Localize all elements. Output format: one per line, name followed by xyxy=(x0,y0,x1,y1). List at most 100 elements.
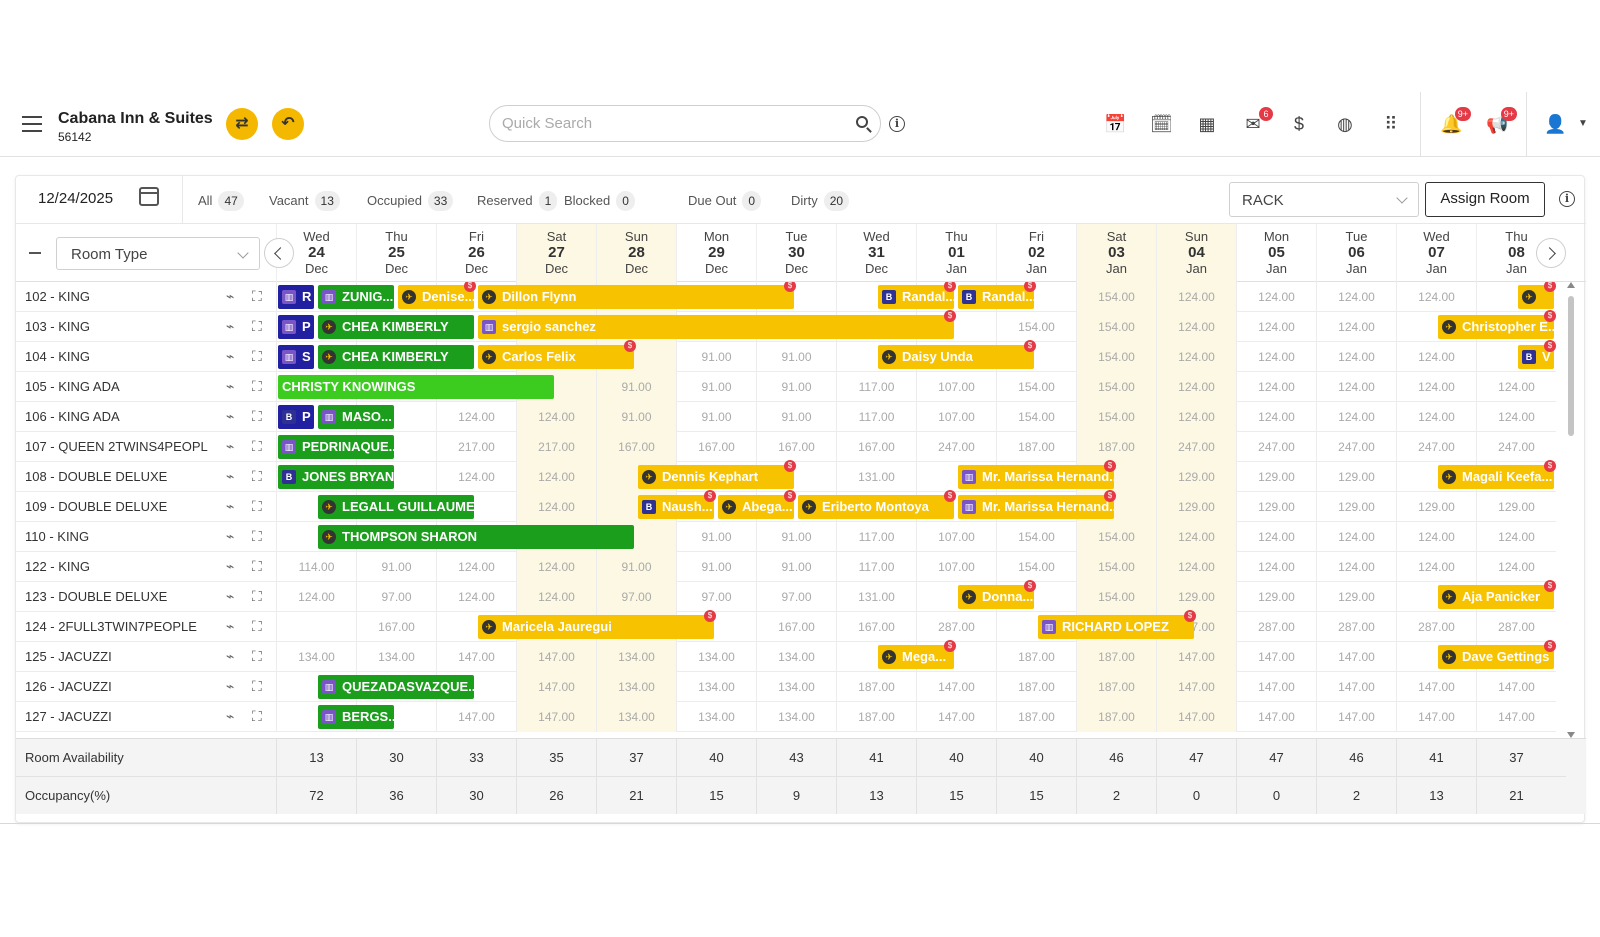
rate-cell[interactable]: 147.00 xyxy=(1316,642,1396,672)
rate-cell[interactable]: 124.00 xyxy=(1476,402,1556,432)
rate-cell[interactable]: 217.00 xyxy=(516,432,596,462)
filter-vacant[interactable]: Vacant 13 xyxy=(269,191,340,211)
calendar-check-icon[interactable]: 🗓 xyxy=(1150,114,1173,134)
rate-cell[interactable]: 154.00 xyxy=(1076,282,1156,312)
shuffle-button[interactable]: ⇄ xyxy=(226,108,258,140)
rate-cell[interactable]: 129.00 xyxy=(1316,462,1396,492)
rate-cell[interactable]: 154.00 xyxy=(1076,552,1156,582)
rate-cell[interactable]: 124.00 xyxy=(1156,282,1236,312)
booking-bar[interactable]: B Randal... xyxy=(878,285,954,309)
rate-cell[interactable]: 287.00 xyxy=(1316,612,1396,642)
rate-cell[interactable]: 124.00 xyxy=(516,492,596,522)
bed-status-icon[interactable]: ⛶ xyxy=(252,558,262,574)
rate-cell[interactable]: 124.00 xyxy=(1316,552,1396,582)
bed-status-icon[interactable]: ⛶ xyxy=(252,588,262,604)
rate-cell[interactable]: 91.00 xyxy=(676,552,756,582)
rate-cell[interactable]: 134.00 xyxy=(276,642,356,672)
rate-cell[interactable]: 134.00 xyxy=(756,702,836,732)
room-name[interactable]: 109 - DOUBLE DELUXE xyxy=(25,499,168,514)
rate-cell[interactable]: 287.00 xyxy=(1476,612,1556,642)
hamburger-menu-icon[interactable] xyxy=(22,116,42,132)
rate-cell[interactable]: 147.00 xyxy=(436,702,516,732)
rate-cell[interactable] xyxy=(996,612,1076,642)
rate-cell[interactable]: 247.00 xyxy=(1396,432,1476,462)
rate-cell[interactable]: 124.00 xyxy=(1396,522,1476,552)
rate-cell[interactable] xyxy=(276,432,356,462)
rate-cell[interactable]: 124.00 xyxy=(1396,342,1476,372)
room-name[interactable]: 108 - DOUBLE DELUXE xyxy=(25,469,168,484)
rate-cell[interactable] xyxy=(276,372,356,402)
globe-icon[interactable]: ◍ xyxy=(1337,114,1353,134)
rate-cell[interactable]: 129.00 xyxy=(1156,492,1236,522)
rate-cell[interactable]: 117.00 xyxy=(836,522,916,552)
rate-cell[interactable]: 129.00 xyxy=(1236,582,1316,612)
rate-cell[interactable]: 154.00 xyxy=(996,552,1076,582)
bed-status-icon[interactable]: ⛶ xyxy=(252,468,262,484)
rate-cell[interactable]: 124.00 xyxy=(1236,282,1316,312)
booking-bar[interactable]: ▥ ZUNIG... xyxy=(318,285,394,309)
rate-cell[interactable]: 124.00 xyxy=(436,582,516,612)
rate-cell[interactable]: 124.00 xyxy=(436,462,516,492)
rate-cell[interactable] xyxy=(276,672,356,702)
rate-cell[interactable]: 287.00 xyxy=(916,612,996,642)
rate-cell[interactable]: 167.00 xyxy=(756,612,836,642)
booking-bar[interactable]: ▥ QUEZADASVAZQUE... xyxy=(318,675,474,699)
rate-cell[interactable] xyxy=(276,312,356,342)
rate-cell[interactable]: 129.00 xyxy=(1476,492,1556,522)
booking-bar[interactable]: ▥ sergio sanchez xyxy=(478,315,954,339)
rate-cell[interactable]: 124.00 xyxy=(1396,372,1476,402)
booking-bar[interactable]: B Randal... xyxy=(958,285,1034,309)
housekeeping-icon[interactable]: ⌁ xyxy=(226,438,235,454)
filter-blocked[interactable]: Blocked 0 xyxy=(564,191,635,211)
rate-cell[interactable]: 124.00 xyxy=(1236,342,1316,372)
rate-cell[interactable]: 147.00 xyxy=(516,702,596,732)
rate-cell[interactable]: 129.00 xyxy=(1156,582,1236,612)
rate-cell[interactable]: 147.00 xyxy=(916,672,996,702)
bed-status-icon[interactable]: ⛶ xyxy=(252,378,262,394)
rate-cell[interactable]: 91.00 xyxy=(596,402,676,432)
rate-cell[interactable] xyxy=(836,342,916,372)
bed-status-icon[interactable]: ⛶ xyxy=(252,498,262,514)
prev-dates-button[interactable] xyxy=(264,238,294,268)
rate-cell[interactable]: 147.00 xyxy=(516,672,596,702)
housekeeping-icon[interactable]: ⌁ xyxy=(226,678,235,694)
booking-bar[interactable]: ✈ Aja Panicker xyxy=(1438,585,1554,609)
rate-cell[interactable]: 124.00 xyxy=(1316,342,1396,372)
bed-status-icon[interactable]: ⛶ xyxy=(252,288,262,304)
calendar-icon[interactable] xyxy=(139,187,159,206)
rate-cell[interactable] xyxy=(276,282,356,312)
bed-status-icon[interactable]: ⛶ xyxy=(252,618,262,634)
rate-cell[interactable] xyxy=(276,342,356,372)
rate-cell[interactable]: 129.00 xyxy=(1396,492,1476,522)
rate-cell[interactable]: 167.00 xyxy=(356,612,436,642)
rate-cell[interactable]: 91.00 xyxy=(676,342,756,372)
room-name[interactable]: 124 - 2FULL3TWIN7PEOPLE xyxy=(25,619,197,634)
rate-cell[interactable] xyxy=(436,612,516,642)
chevron-down-icon[interactable]: ▼ xyxy=(1578,118,1588,129)
rate-cell[interactable]: 134.00 xyxy=(756,642,836,672)
booking-bar[interactable]: ✈ CHEA KIMBERLY xyxy=(318,345,474,369)
rate-cell[interactable]: 187.00 xyxy=(1076,642,1156,672)
rate-cell[interactable]: 124.00 xyxy=(1236,372,1316,402)
rate-cell[interactable]: 187.00 xyxy=(836,672,916,702)
room-name[interactable]: 103 - KING xyxy=(25,319,91,334)
rate-cell[interactable]: 154.00 xyxy=(996,522,1076,552)
rate-cell[interactable]: 97.00 xyxy=(676,582,756,612)
rate-cell[interactable]: 91.00 xyxy=(676,372,756,402)
assign-room-button[interactable]: Assign Room xyxy=(1425,182,1545,217)
room-name[interactable]: 122 - KING xyxy=(25,559,91,574)
rate-cell[interactable]: 147.00 xyxy=(1396,702,1476,732)
rate-cell[interactable]: 147.00 xyxy=(1236,642,1316,672)
rate-cell[interactable]: 91.00 xyxy=(676,522,756,552)
booking-bar[interactable]: ✈ Dillon Flynn xyxy=(478,285,794,309)
bed-status-icon[interactable]: ⛶ xyxy=(252,438,262,454)
search-icon[interactable] xyxy=(856,116,868,128)
rate-cell[interactable]: 154.00 xyxy=(1076,582,1156,612)
rate-cell[interactable]: 124.00 xyxy=(436,552,516,582)
housekeeping-icon[interactable]: ⌁ xyxy=(226,648,235,664)
rate-cell[interactable]: 91.00 xyxy=(756,372,836,402)
room-name[interactable]: 102 - KING xyxy=(25,289,91,304)
apps-grid-icon[interactable]: ⠿ xyxy=(1384,114,1398,134)
housekeeping-icon[interactable]: ⌁ xyxy=(226,588,235,604)
